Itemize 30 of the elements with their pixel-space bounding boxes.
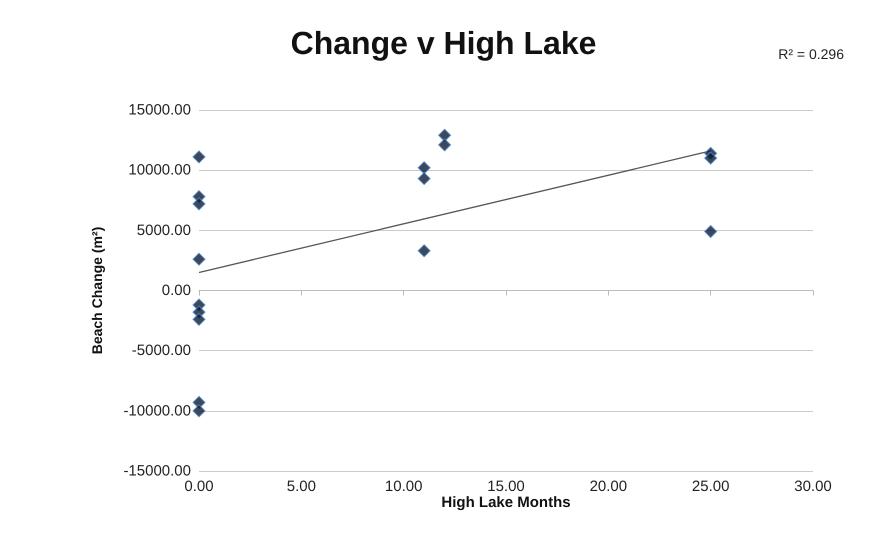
point [438, 128, 452, 142]
x-axis-title: High Lake Months [441, 494, 571, 511]
point [438, 138, 452, 152]
x-tick-label: 5.00 [286, 478, 316, 495]
y-axis-title: Beach Change (m²) [89, 226, 105, 354]
x-tick-label: 25.00 [692, 478, 730, 495]
point [192, 312, 206, 326]
x-tick-label: 15.00 [487, 478, 525, 495]
x-tick-label: 30.00 [794, 478, 832, 495]
point [418, 244, 431, 258]
point [192, 150, 206, 164]
y-tick-label: 0.00 [162, 282, 191, 299]
point [192, 404, 206, 418]
y-tick-label: 15000.00 [128, 102, 191, 118]
x-tick-label: 10.00 [384, 478, 422, 495]
point [418, 161, 431, 174]
y-tick-label: -5000.00 [132, 342, 191, 360]
y-tick-label: 5000.00 [136, 222, 191, 239]
point [704, 152, 718, 165]
text: R² = 0.296 [778, 46, 844, 62]
point [704, 225, 718, 238]
chart-title: Change v High Lake [290, 25, 596, 61]
x-tick-label: 0.00 [184, 478, 214, 495]
y-tick-label: -15000.00 [123, 462, 191, 480]
y-tick-label: -10000.00 [123, 402, 191, 420]
point [192, 197, 206, 210]
y-tick-label: 10000.00 [128, 162, 191, 179]
x-tick-label: 20.00 [590, 478, 628, 495]
point [418, 172, 431, 186]
point [192, 252, 206, 266]
